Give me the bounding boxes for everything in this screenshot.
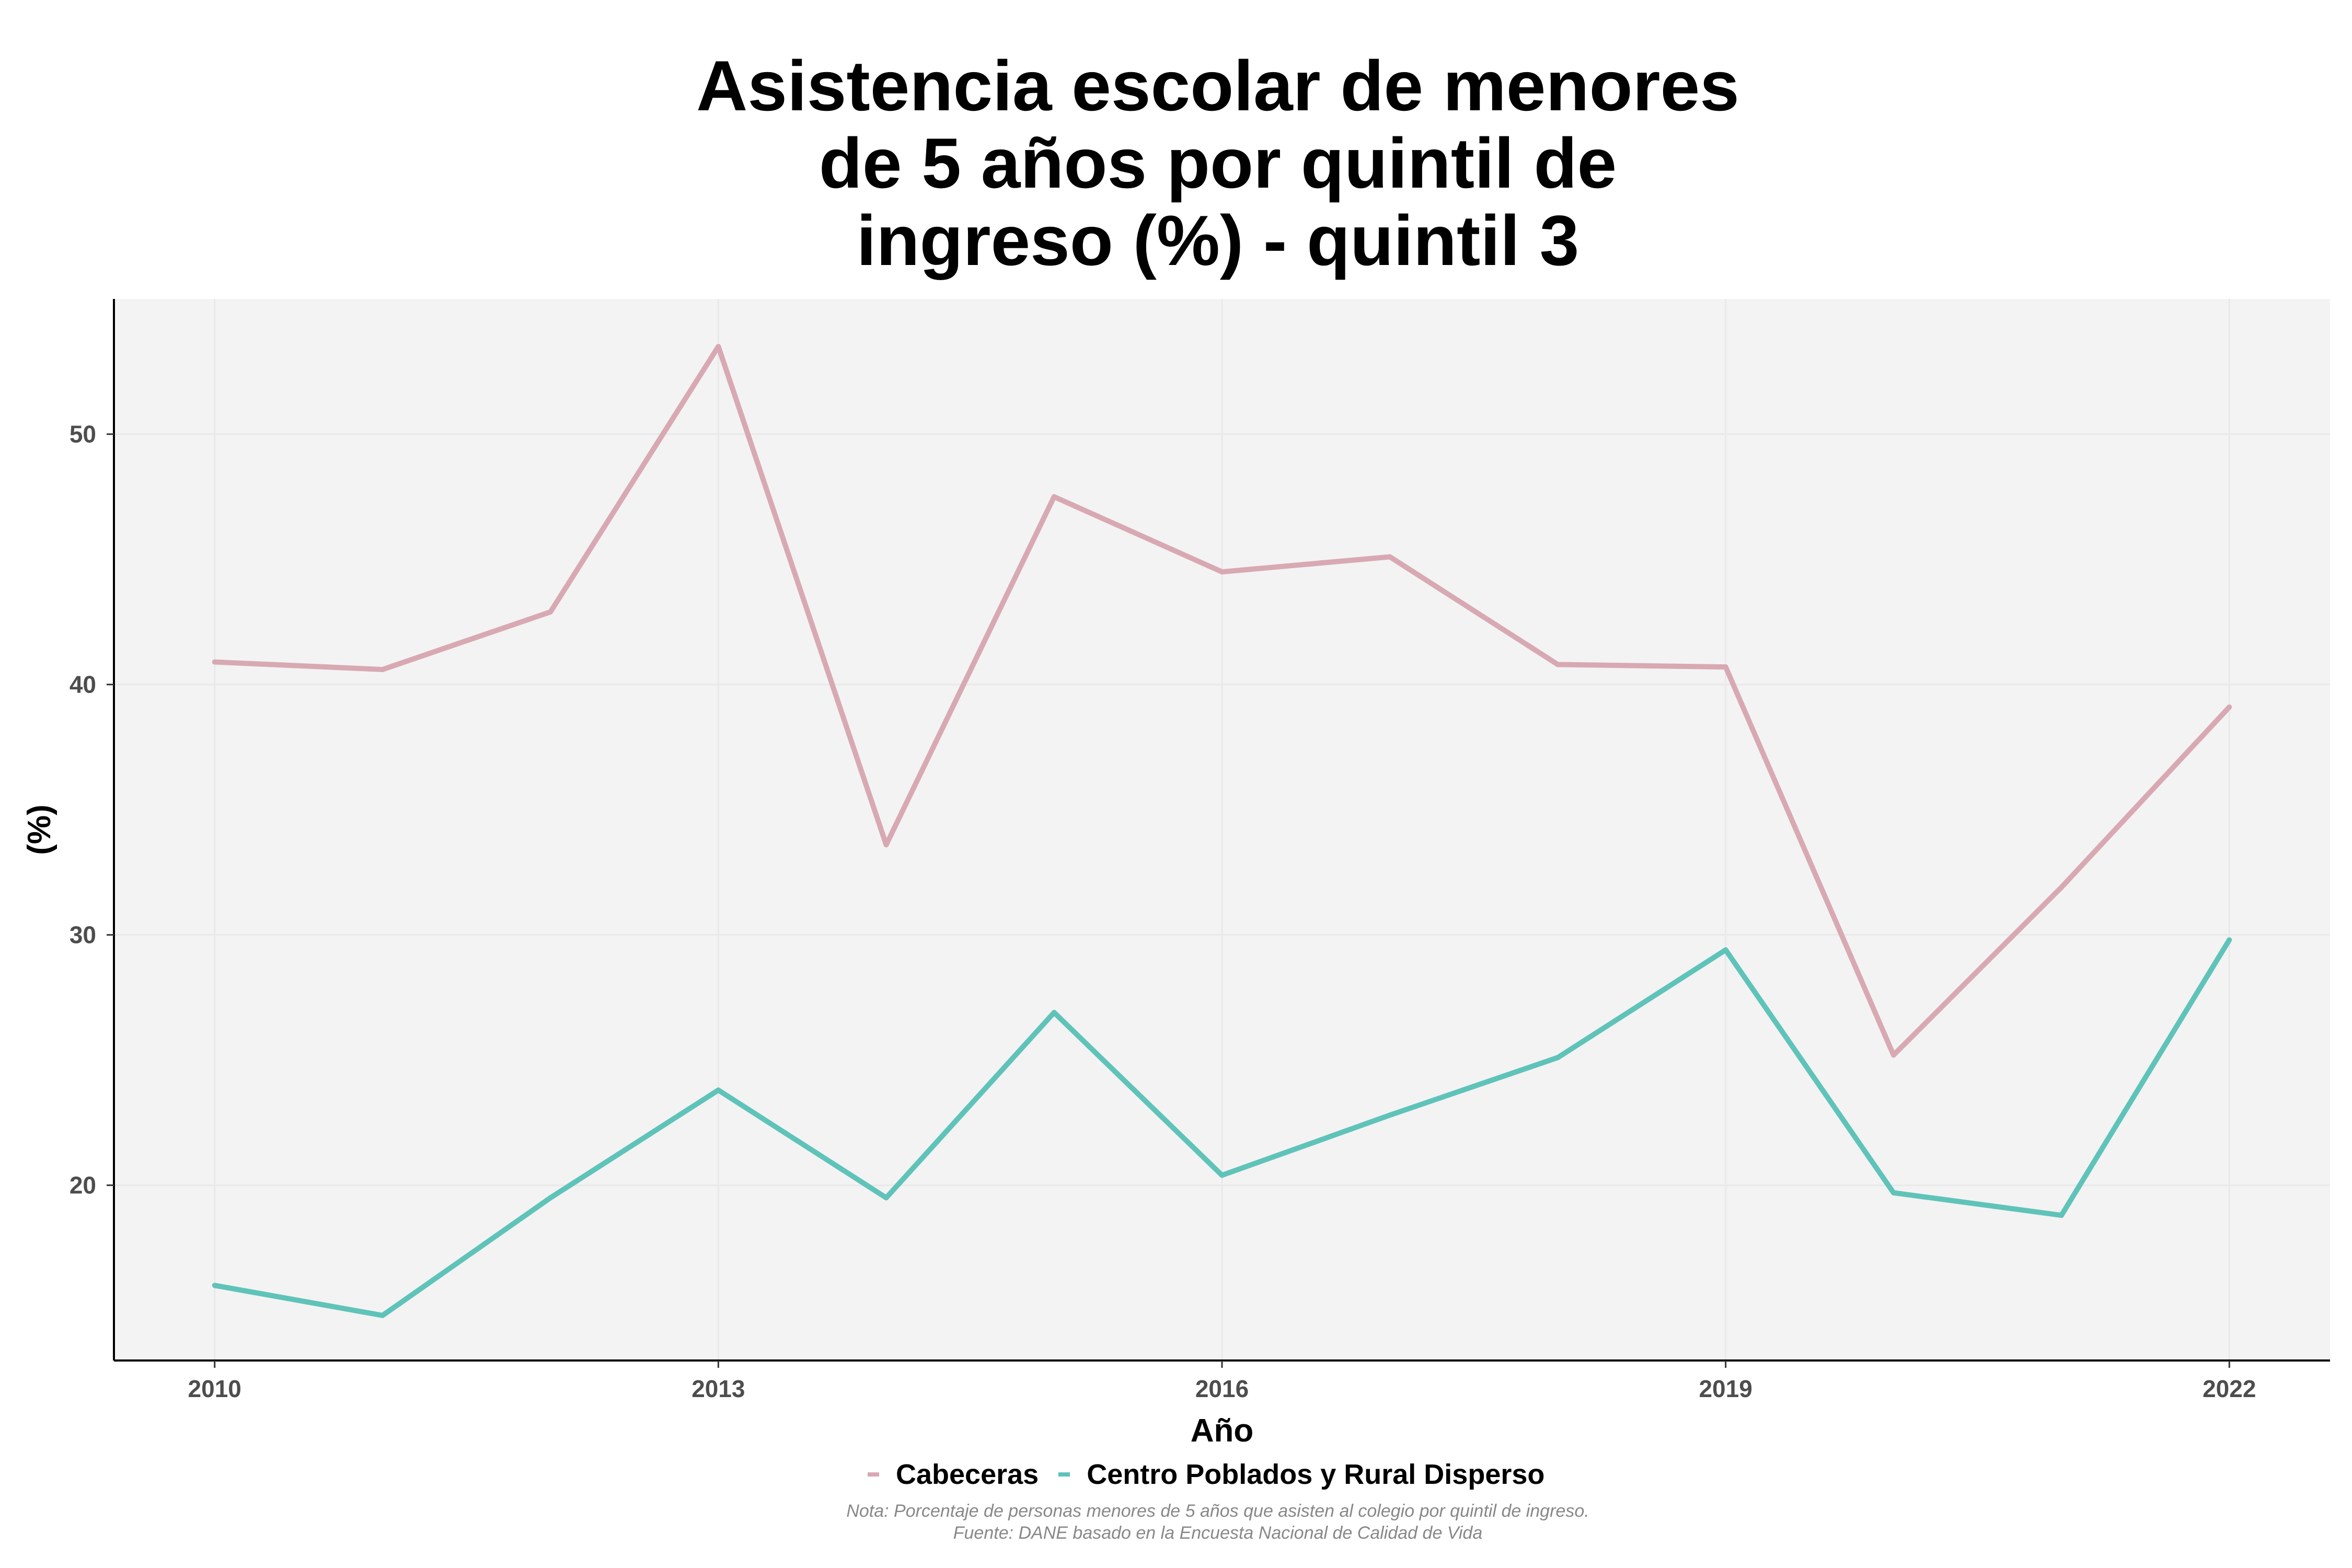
data-point-cabeceras-2015 bbox=[1051, 494, 1057, 500]
x-tick-label-2022: 2022 bbox=[2203, 1375, 2256, 1402]
data-point-cabeceras-2016 bbox=[1219, 569, 1225, 575]
data-point-centro-poblados-2017 bbox=[1387, 1112, 1393, 1118]
note-text: Nota: Porcentaje de personas menores de … bbox=[846, 1501, 1589, 1521]
legend-item-cabeceras: Cabeceras bbox=[868, 1458, 1039, 1491]
y-axis-title: (%) bbox=[21, 804, 57, 855]
legend-item-centro-poblados: Centro Poblados y Rural Disperso bbox=[1058, 1458, 1544, 1491]
data-point-cabeceras-2013 bbox=[716, 344, 721, 350]
data-point-cabeceras-2017 bbox=[1387, 554, 1393, 560]
data-point-cabeceras-2011 bbox=[379, 666, 385, 672]
data-point-centro-poblados-2018 bbox=[1555, 1055, 1561, 1060]
x-tick-label-2016: 2016 bbox=[1195, 1375, 1249, 1402]
data-point-cabeceras-2010 bbox=[212, 659, 217, 665]
data-point-centro-poblados-2016 bbox=[1219, 1172, 1225, 1178]
data-point-centro-poblados-2012 bbox=[548, 1195, 554, 1201]
chart-title-line-2: de 5 años por quintil de bbox=[818, 123, 1617, 203]
data-point-cabeceras-2018 bbox=[1555, 662, 1561, 667]
legend-key-centro-poblados bbox=[1058, 1472, 1070, 1477]
x-tick-label-2019: 2019 bbox=[1699, 1375, 1752, 1402]
x-axis-title: Año bbox=[1191, 1413, 1254, 1449]
legend: Cabeceras Centro Poblados y Rural Disper… bbox=[868, 1458, 1564, 1491]
chart-title-line-3: ingreso (%) - quintil 3 bbox=[856, 201, 1579, 280]
data-point-centro-poblados-2010 bbox=[212, 1283, 217, 1288]
data-point-cabeceras-2022 bbox=[2227, 704, 2232, 710]
data-point-cabeceras-2012 bbox=[548, 609, 554, 615]
data-point-centro-poblados-2020 bbox=[1890, 1190, 1896, 1196]
data-point-cabeceras-2021 bbox=[2059, 884, 2065, 890]
y-tick-label-40: 40 bbox=[70, 671, 96, 698]
chart-title: Asistencia escolar de menores de 5 años … bbox=[0, 47, 2352, 279]
data-point-centro-poblados-2021 bbox=[2059, 1213, 2065, 1218]
source-text: Fuente: DANE basado en la Encuesta Nacio… bbox=[953, 1523, 1483, 1543]
legend-key-cabeceras bbox=[868, 1472, 879, 1477]
data-point-cabeceras-2019 bbox=[1723, 664, 1728, 670]
y-tick-label-50: 50 bbox=[70, 421, 96, 448]
caption: Nota: Porcentaje de personas menores de … bbox=[0, 1500, 2352, 1544]
chart-title-line-1: Asistencia escolar de menores bbox=[696, 46, 1739, 125]
y-tick-label-30: 30 bbox=[70, 921, 96, 949]
x-tick-label-2010: 2010 bbox=[188, 1375, 241, 1402]
legend-label-cabeceras: Cabeceras bbox=[896, 1459, 1039, 1490]
data-point-centro-poblados-2011 bbox=[379, 1312, 385, 1318]
data-point-cabeceras-2020 bbox=[1890, 1052, 1896, 1058]
data-point-centro-poblados-2022 bbox=[2227, 937, 2232, 943]
data-point-centro-poblados-2013 bbox=[716, 1087, 721, 1093]
data-point-centro-poblados-2015 bbox=[1051, 1010, 1057, 1016]
data-point-centro-poblados-2019 bbox=[1723, 947, 1728, 953]
y-tick-label-20: 20 bbox=[70, 1172, 96, 1199]
legend-label-centro-poblados: Centro Poblados y Rural Disperso bbox=[1087, 1459, 1545, 1490]
data-point-cabeceras-2014 bbox=[883, 842, 889, 848]
x-tick-label-2013: 2013 bbox=[691, 1375, 745, 1402]
data-point-centro-poblados-2014 bbox=[883, 1195, 889, 1201]
